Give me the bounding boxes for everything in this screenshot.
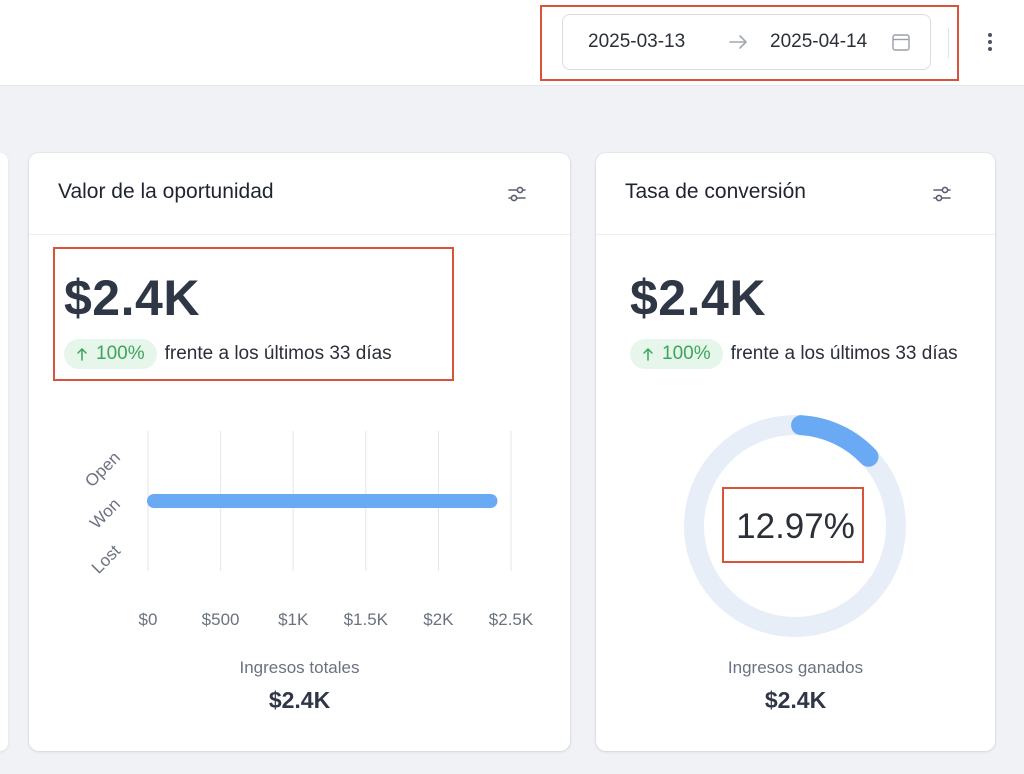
gauge-progress-arc — [791, 415, 879, 467]
kpi-highlight — [53, 247, 454, 381]
x-tick-label: $2.5K — [489, 610, 534, 629]
y-category-label: Open — [81, 448, 124, 491]
calendar-icon[interactable] — [891, 32, 911, 52]
opportunity-bar-chart: $0 $500 $1K $1.5K $2K $2.5K Open Won Lost — [81, 431, 534, 629]
header-divider — [948, 28, 949, 58]
settings-sliders-icon[interactable] — [930, 182, 954, 206]
delta-badge: 100% — [64, 339, 157, 369]
date-end[interactable]: 2025-04-14 — [770, 31, 868, 52]
opportunity-value-card: Valor de la oportunidad $2.4K 100% frent… — [29, 153, 570, 751]
conversion-gauge — [684, 415, 906, 637]
kpi-value: $2.4K — [630, 270, 766, 326]
gauge-value: 12.97% — [736, 507, 855, 546]
card-title: Tasa de conversión — [625, 180, 806, 203]
date-range-picker[interactable]: 2025-03-13 2025-04-14 — [562, 14, 931, 70]
delta-comparison-text: frente a los últimos 33 días — [730, 343, 958, 364]
y-category-label: Won — [86, 495, 124, 533]
gauge-highlight — [722, 487, 864, 563]
x-tick-label: $1K — [278, 610, 309, 629]
conversion-rate-card: Tasa de conversión $2.4K 100% frente a l… — [596, 153, 995, 751]
arrow-up-icon — [643, 348, 653, 361]
footer-value: $2.4K — [764, 687, 827, 713]
x-tick-label: $0 — [139, 610, 158, 629]
x-tick-label: $500 — [202, 610, 240, 629]
delta-percent: 100% — [96, 343, 145, 364]
card-header: Tasa de conversión — [596, 153, 995, 235]
partial-card — [0, 153, 8, 751]
delta-percent: 100% — [662, 343, 711, 364]
card-title: Valor de la oportunidad — [58, 180, 274, 203]
footer-label: Ingresos ganados — [727, 658, 864, 677]
more-vertical-icon[interactable] — [982, 30, 998, 54]
footer-label: Ingresos totales — [239, 658, 360, 677]
y-category-label: Lost — [88, 541, 124, 577]
delta-row: 100% frente a los últimos 33 días — [64, 339, 392, 369]
date-start[interactable]: 2025-03-13 — [588, 31, 686, 52]
delta-row: 100% frente a los últimos 33 días — [630, 339, 958, 369]
card-header: Valor de la oportunidad — [29, 153, 570, 235]
kpi-value: $2.4K — [64, 270, 200, 326]
arrow-right-icon — [729, 35, 747, 49]
x-tick-label: $2K — [423, 610, 454, 629]
date-range-highlight — [540, 5, 959, 81]
delta-badge: 100% — [630, 339, 723, 369]
arrow-up-icon — [77, 348, 87, 361]
settings-sliders-icon[interactable] — [505, 182, 529, 206]
top-header: 2025-03-13 2025-04-14 — [0, 0, 1024, 86]
footer-value: $2.4K — [268, 687, 331, 713]
delta-comparison-text: frente a los últimos 33 días — [164, 343, 392, 364]
x-tick-label: $1.5K — [344, 610, 389, 629]
